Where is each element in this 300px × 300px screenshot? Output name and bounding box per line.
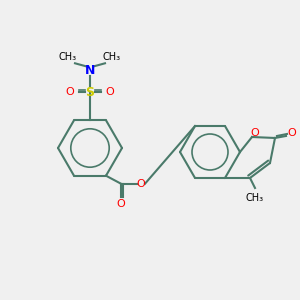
Text: CH₃: CH₃ (103, 52, 121, 62)
Text: N: N (85, 64, 95, 77)
Text: S: S (85, 86, 94, 99)
Text: O: O (250, 128, 260, 138)
Text: O: O (106, 87, 114, 97)
Text: O: O (66, 87, 74, 97)
Text: CH₃: CH₃ (246, 193, 264, 203)
Text: O: O (288, 128, 296, 138)
Text: O: O (136, 179, 146, 189)
Text: CH₃: CH₃ (59, 52, 77, 62)
Text: O: O (117, 199, 125, 209)
